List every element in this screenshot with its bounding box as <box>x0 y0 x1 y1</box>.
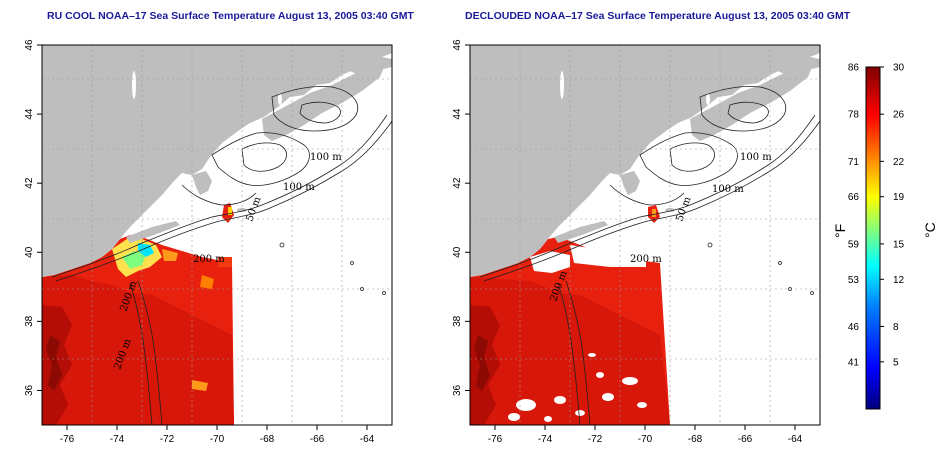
right-y-tick-label: 36 <box>452 384 463 396</box>
map-axes <box>37 44 796 430</box>
left-x-tick-label: -74 <box>110 434 125 445</box>
right-x-tick-label: -76 <box>488 434 503 445</box>
fahrenheit-tick-label: 41 <box>848 357 860 368</box>
left-contour-label-100m-b: 100 m <box>283 182 315 193</box>
fahrenheit-tick-label: 66 <box>848 192 860 203</box>
right-y-tick-label: 42 <box>452 177 463 189</box>
left-x-tick-label: -76 <box>60 434 75 445</box>
fahrenheit-tick-label: 53 <box>848 275 860 286</box>
right-contour-label-100m-a: 100 m <box>740 152 772 163</box>
left-y-tick-label: 38 <box>24 315 35 327</box>
right-y-tick-label: 46 <box>452 39 463 51</box>
left-x-tick-label: -70 <box>210 434 225 445</box>
fahrenheit-tick-label: 86 <box>848 63 860 74</box>
right-contour-label-200m-a: 200 m <box>630 254 662 265</box>
right-y-tick-label: 38 <box>452 315 463 327</box>
fahrenheit-tick-label: 78 <box>848 110 860 121</box>
left-y-tick-label: 36 <box>24 384 35 396</box>
fahrenheit-tick-label: 46 <box>848 322 860 333</box>
celsius-tick-label: 26 <box>893 110 905 121</box>
right-x-tick-label: -64 <box>788 434 803 445</box>
left-panel-title: RU COOL NOAA–17 Sea Surface Temperature … <box>47 10 414 22</box>
right-contour-label-100m-b: 100 m <box>712 184 744 195</box>
celsius-tick-label: 15 <box>893 239 905 250</box>
right-x-tick-label: -72 <box>588 434 603 445</box>
fahrenheit-tick-label: 71 <box>848 157 860 168</box>
fahrenheit-unit-label: °F <box>832 224 848 238</box>
celsius-tick-label: 12 <box>893 275 905 286</box>
left-x-tick-label: -64 <box>360 434 375 445</box>
celsius-unit-label: °C <box>922 222 938 238</box>
left-x-tick-label: -72 <box>160 434 175 445</box>
right-y-tick-label: 44 <box>452 108 463 120</box>
celsius-tick-label: 5 <box>893 357 899 368</box>
right-y-tick-label: 40 <box>452 246 463 258</box>
right-x-tick-label: -74 <box>538 434 553 445</box>
left-map <box>41 44 393 426</box>
celsius-tick-label: 8 <box>893 322 899 333</box>
left-contour-label-100m-a: 100 m <box>310 152 342 163</box>
celsius-tick-label: 30 <box>893 63 905 74</box>
left-y-tick-label: 40 <box>24 246 35 258</box>
right-x-tick-label: -68 <box>688 434 703 445</box>
left-y-tick-label: 46 <box>24 39 35 51</box>
celsius-tick-label: 19 <box>893 192 905 203</box>
left-x-tick-label: -68 <box>260 434 275 445</box>
right-x-tick-label: -70 <box>638 434 653 445</box>
right-x-tick-label: -66 <box>738 434 753 445</box>
celsius-tick-label: 22 <box>893 157 905 168</box>
fahrenheit-tick-label: 59 <box>848 239 860 250</box>
left-y-tick-label: 42 <box>24 177 35 189</box>
colorbar <box>865 66 881 410</box>
left-contour-label-200m-a: 200 m <box>193 254 225 265</box>
left-x-tick-label: -66 <box>310 434 325 445</box>
right-panel-title: DECLOUDED NOAA–17 Sea Surface Temperatur… <box>465 10 851 22</box>
right-map <box>469 44 821 426</box>
colorbar-ticks: 30 86 26 78 22 71 19 66 15 59 12 53 8 46 5 41 <box>848 63 905 369</box>
left-y-tick-label: 44 <box>24 108 35 120</box>
